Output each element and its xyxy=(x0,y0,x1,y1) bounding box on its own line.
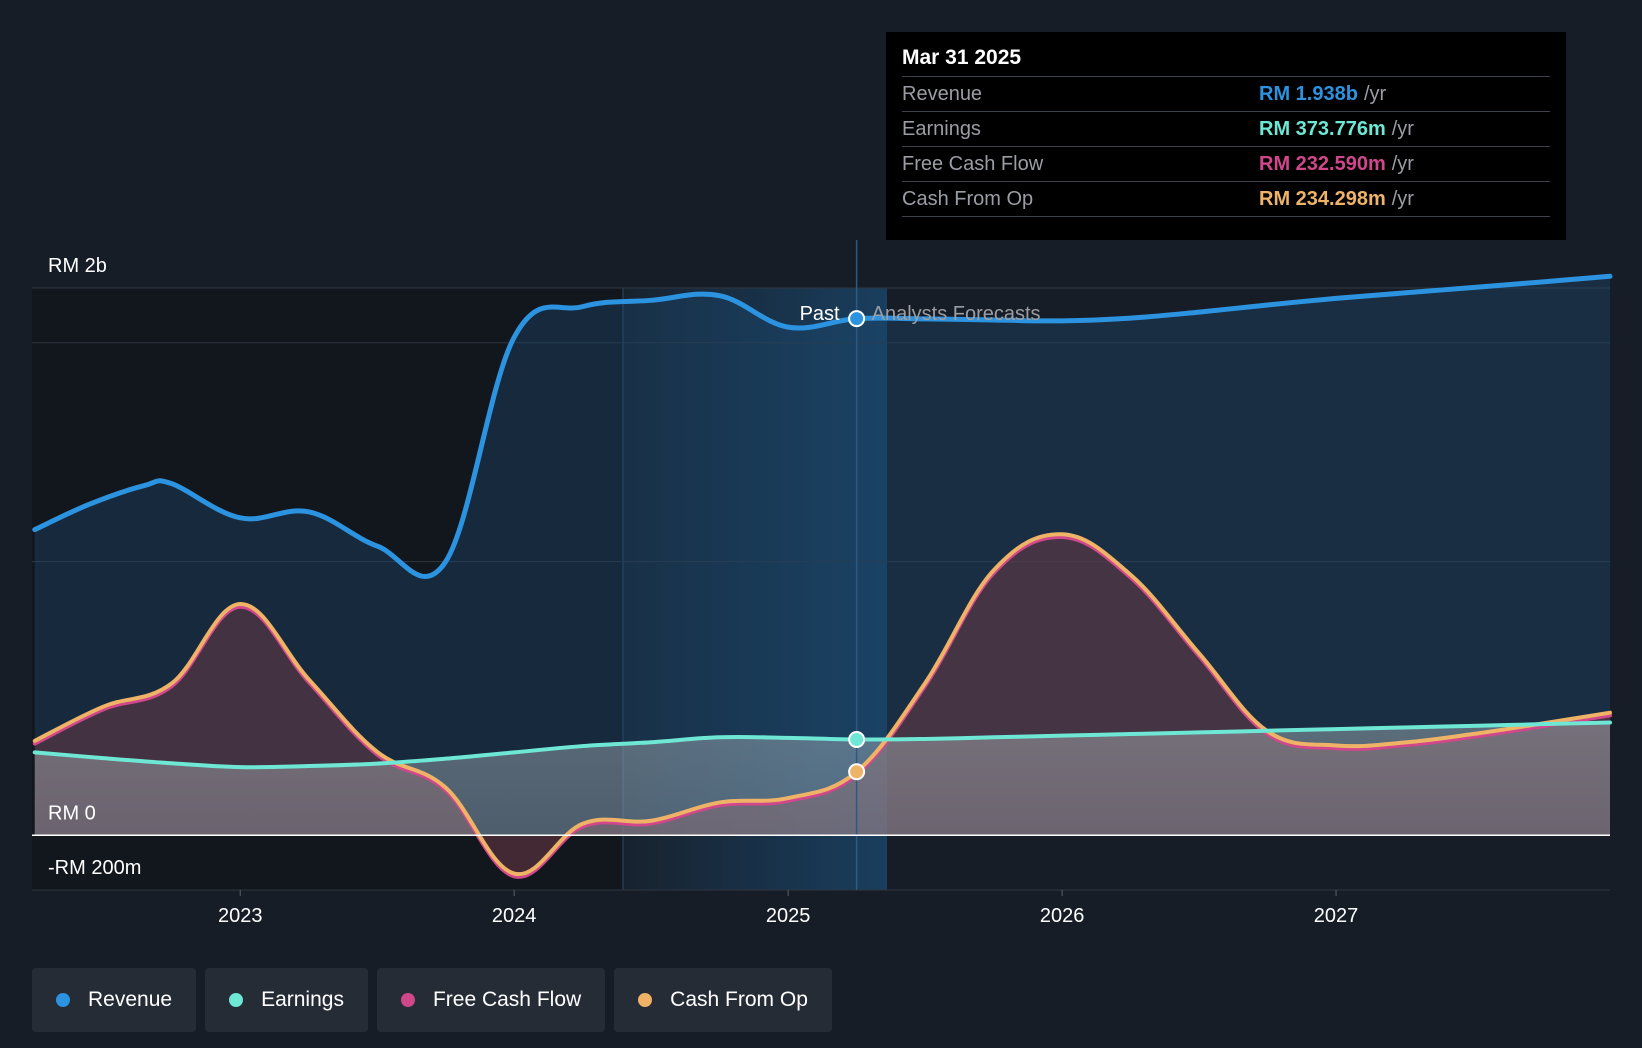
legend-item-free-cash-flow[interactable]: Free Cash Flow xyxy=(376,968,606,1032)
tooltip-row-revenue: Revenue RM 1.938b /yr xyxy=(902,76,1550,111)
tooltip-date: Mar 31 2025 xyxy=(902,46,1022,69)
x-tick-label: 2024 xyxy=(492,905,537,927)
series-lines xyxy=(32,273,1613,879)
tooltip-row-label: Cash From Op xyxy=(902,187,1034,210)
tooltip-row-cash-from-op: Cash From Op RM 234.298m /yr xyxy=(902,181,1550,217)
legend-label: Free Cash Flow xyxy=(432,988,582,1011)
x-tick-label: 2027 xyxy=(1314,905,1359,927)
tooltip-row-label: Free Cash Flow xyxy=(902,152,1044,175)
tooltip-row-value: RM 1.938b xyxy=(1259,82,1358,105)
revenue-marker xyxy=(848,310,866,328)
tooltip-row-value: RM 234.298m xyxy=(1259,187,1386,210)
past-label: Past xyxy=(800,303,840,325)
legend-dot-icon xyxy=(229,993,244,1007)
tooltip-row-earnings: Earnings RM 373.776m /yr xyxy=(902,111,1550,146)
tooltip-row-value: RM 373.776m xyxy=(1259,117,1386,140)
y-axis-label-zero: RM 0 xyxy=(48,802,96,824)
tooltip-row-unit: /yr xyxy=(1391,152,1414,175)
tooltip-row-value: RM 232.590m xyxy=(1259,152,1386,175)
earnings-area xyxy=(34,722,1610,836)
cash-from-op-marker xyxy=(848,763,866,781)
legend-dot-icon xyxy=(56,993,70,1007)
legend-item-cash-from-op[interactable]: Cash From Op xyxy=(614,968,832,1032)
chart-legend: Revenue Earnings Free Cash Flow Cash Fro… xyxy=(32,968,832,1032)
legend-dot-icon xyxy=(400,993,415,1007)
hover-markers xyxy=(848,310,866,781)
earnings-marker xyxy=(848,731,866,748)
tooltip-row-unit: /yr xyxy=(1391,117,1414,140)
legend-label: Earnings xyxy=(261,988,344,1011)
tooltip: Mar 31 2025 Revenue RM 1.938b /yr Earnin… xyxy=(886,32,1566,240)
legend-item-earnings[interactable]: Earnings xyxy=(205,968,368,1032)
cash-from-op-line xyxy=(32,532,1612,877)
tooltip-row-unit: /yr xyxy=(1391,187,1414,210)
x-tick-label: 2025 xyxy=(766,905,811,927)
legend-label: Cash From Op xyxy=(670,988,808,1011)
tooltip-row-label: Earnings xyxy=(902,117,981,140)
legend-label: Revenue xyxy=(88,988,173,1011)
legend-item-revenue[interactable]: Revenue xyxy=(32,968,197,1032)
legend-dot-icon xyxy=(638,993,653,1007)
tooltip-row-free-cash-flow: Free Cash Flow RM 232.590m /yr xyxy=(902,146,1550,181)
y-axis-label-min: -RM 200m xyxy=(48,857,141,879)
y-axis-label-max: RM 2b xyxy=(48,255,107,277)
earnings-line xyxy=(32,720,1612,770)
revenue-line xyxy=(32,273,1613,579)
tooltip-row-unit: /yr xyxy=(1363,82,1387,105)
x-tick-label: 2023 xyxy=(218,905,263,927)
x-axis-ticks: 2023 2024 2025 2026 2027 xyxy=(218,890,1358,927)
tooltip-row-label: Revenue xyxy=(902,82,983,105)
forecast-label: Analysts Forecasts xyxy=(872,303,1041,325)
tooltip-rows: Revenue RM 1.938b /yr Earnings RM 373.77… xyxy=(902,76,1550,217)
series-areas xyxy=(34,276,1610,875)
x-tick-label: 2026 xyxy=(1040,905,1085,927)
